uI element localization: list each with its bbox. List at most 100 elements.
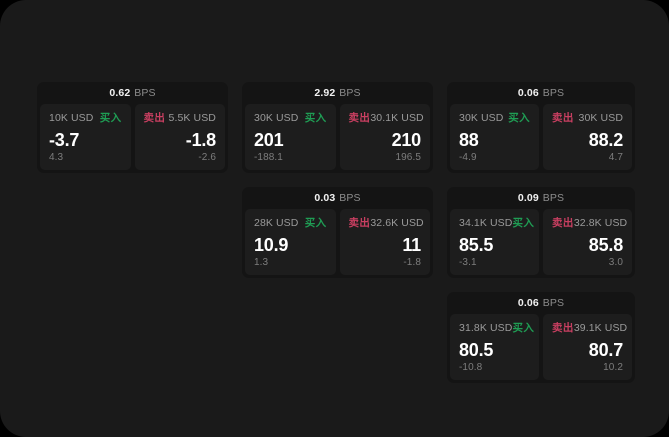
sell-size-label: 5.5K USD <box>168 111 216 124</box>
buy-panel[interactable]: 30K USD 买入 201 -188.1 <box>245 104 336 170</box>
quote-card[interactable]: 0.09 BPS 34.1K USD 买入 85.5 -3.1 卖出 32.8K USD 85.… <box>447 187 635 278</box>
sell-price: 210 <box>391 129 422 150</box>
buy-panel-top: 31.8K USD 买入 <box>459 321 534 335</box>
bps-unit-label: BPS <box>339 191 361 204</box>
sell-delta: 10.2 <box>603 362 623 373</box>
card-header: 0.06 BPS <box>447 292 635 314</box>
buy-size-label: 31.8K USD <box>459 321 513 334</box>
sell-delta-row: 10.2 <box>552 360 623 373</box>
sell-panel[interactable]: 卖出 39.1K USD 80.7 10.2 <box>543 314 632 380</box>
buy-delta: -3.1 <box>459 257 477 268</box>
buy-price-row: 88 <box>459 129 530 150</box>
sell-panel[interactable]: 卖出 5.5K USD -1.8 -2.6 <box>134 104 225 170</box>
buy-panel[interactable]: 30K USD 买入 88 -4.9 <box>450 104 539 170</box>
card-body: 31.8K USD 买入 80.5 -10.8 卖出 39.1K USD 80.7 10.2 <box>450 314 632 380</box>
sell-panel[interactable]: 卖出 30K USD 88.2 4.7 <box>543 104 632 170</box>
bps-value: 0.03 <box>314 191 336 204</box>
quote-card[interactable]: 0.06 BPS 31.8K USD 买入 80.5 -10.8 卖出 39.1K USD 80… <box>447 292 635 383</box>
card-header: 0.09 BPS <box>447 187 635 209</box>
buy-price: 201 <box>254 129 284 150</box>
buy-action-label: 买入 <box>512 322 535 334</box>
sell-action-label: 卖出 <box>552 217 574 229</box>
buy-size-label: 28K USD <box>254 216 299 229</box>
bps-unit-label: BPS <box>339 86 361 99</box>
buy-delta: -188.1 <box>254 152 283 163</box>
quote-card[interactable]: 0.62 BPS 10K USD 买入 -3.7 4.3 卖出 5.5K USD -1.8 -2.… <box>37 82 228 173</box>
buy-price: 85.5 <box>459 234 494 255</box>
sell-price: -1.8 <box>185 129 216 150</box>
buy-delta-row: 4.3 <box>49 150 122 163</box>
buy-action-label: 买入 <box>99 112 122 124</box>
buy-size-label: 10K USD <box>49 111 94 124</box>
sell-action-label: 卖出 <box>552 322 574 334</box>
bps-value: 0.62 <box>109 86 131 99</box>
quote-card[interactable]: 0.06 BPS 30K USD 买入 88 -4.9 卖出 30K USD 88.2 4.7 <box>447 82 635 173</box>
bps-unit-label: BPS <box>542 86 565 99</box>
sell-delta: -2.6 <box>198 152 216 163</box>
buy-panel[interactable]: 28K USD 买入 10.9 1.3 <box>245 209 336 275</box>
sell-delta-row: 3.0 <box>552 255 623 268</box>
bps-value: 2.92 <box>314 86 336 99</box>
card-body: 28K USD 买入 10.9 1.3 卖出 32.6K USD 11 -1.8 <box>245 209 430 275</box>
sell-price-row: 88.2 <box>552 129 623 150</box>
card-header: 0.03 BPS <box>242 187 433 209</box>
sell-price: 85.8 <box>588 234 623 255</box>
buy-delta: -10.8 <box>459 362 483 373</box>
sell-delta-row: 4.7 <box>552 150 623 163</box>
buy-panel[interactable]: 31.8K USD 买入 80.5 -10.8 <box>450 314 539 380</box>
quote-card[interactable]: 0.03 BPS 28K USD 买入 10.9 1.3 卖出 32.6K USD 11 -1.8 <box>242 187 433 278</box>
sell-size-label: 30K USD <box>578 111 623 124</box>
buy-size-label: 30K USD <box>459 111 504 124</box>
buy-panel[interactable]: 10K USD 买入 -3.7 4.3 <box>40 104 131 170</box>
sell-size-label: 30.1K USD <box>370 111 424 124</box>
buy-delta-row: 1.3 <box>254 255 327 268</box>
sell-delta: 196.5 <box>395 152 421 163</box>
buy-panel-top: 30K USD 买入 <box>254 111 327 125</box>
sell-delta-row: -2.6 <box>144 150 217 163</box>
sell-panel-top: 卖出 39.1K USD <box>552 321 627 335</box>
sell-price-row: 85.8 <box>552 234 623 255</box>
buy-price-row: 80.5 <box>459 339 530 360</box>
card-header: 0.06 BPS <box>447 82 635 104</box>
buy-delta: -4.9 <box>459 152 477 163</box>
card-body: 10K USD 买入 -3.7 4.3 卖出 5.5K USD -1.8 -2.6 <box>40 104 225 170</box>
card-header: 2.92 BPS <box>242 82 433 104</box>
buy-action-label: 买入 <box>304 217 327 229</box>
sell-delta-row: -1.8 <box>349 255 422 268</box>
buy-delta-row: -3.1 <box>459 255 530 268</box>
card-body: 30K USD 买入 88 -4.9 卖出 30K USD 88.2 4.7 <box>450 104 632 170</box>
sell-delta-row: 196.5 <box>349 150 422 163</box>
sell-price-row: 11 <box>349 234 421 255</box>
sell-price-row: 80.7 <box>552 339 623 360</box>
buy-price-row: 201 <box>254 129 327 150</box>
buy-delta: 4.3 <box>49 152 64 163</box>
sell-panel-top: 卖出 30K USD <box>552 111 623 125</box>
sell-panel[interactable]: 卖出 32.6K USD 11 -1.8 <box>339 209 430 275</box>
quote-card[interactable]: 2.92 BPS 30K USD 买入 201 -188.1 卖出 30.1K USD 210 1… <box>242 82 433 173</box>
sell-panel[interactable]: 卖出 30.1K USD 210 196.5 <box>339 104 430 170</box>
sell-price: 88.2 <box>588 129 623 150</box>
buy-price-row: -3.7 <box>49 129 122 150</box>
sell-delta: 3.0 <box>608 257 623 268</box>
sell-delta: 4.7 <box>608 152 623 163</box>
sell-price-row: -1.8 <box>144 129 216 150</box>
buy-price: 10.9 <box>254 234 289 255</box>
buy-action-label: 买入 <box>508 112 530 124</box>
buy-delta: 1.3 <box>254 257 269 268</box>
sell-price-row: 210 <box>349 129 422 150</box>
sell-panel[interactable]: 卖出 32.8K USD 85.8 3.0 <box>543 209 632 275</box>
buy-size-label: 34.1K USD <box>459 216 513 229</box>
bps-unit-label: BPS <box>542 191 565 204</box>
sell-panel-top: 卖出 32.8K USD <box>552 216 627 230</box>
buy-action-label: 买入 <box>512 217 535 229</box>
bps-value: 0.06 <box>517 296 539 309</box>
card-body: 34.1K USD 买入 85.5 -3.1 卖出 32.8K USD 85.8 3.0 <box>450 209 632 275</box>
buy-panel[interactable]: 34.1K USD 买入 85.5 -3.1 <box>450 209 539 275</box>
sell-panel-top: 卖出 30.1K USD <box>349 111 424 125</box>
sell-size-label: 39.1K USD <box>573 321 628 334</box>
sell-price: 11 <box>402 234 421 255</box>
sell-price: 80.7 <box>588 339 623 360</box>
buy-delta-row: -188.1 <box>254 150 327 163</box>
